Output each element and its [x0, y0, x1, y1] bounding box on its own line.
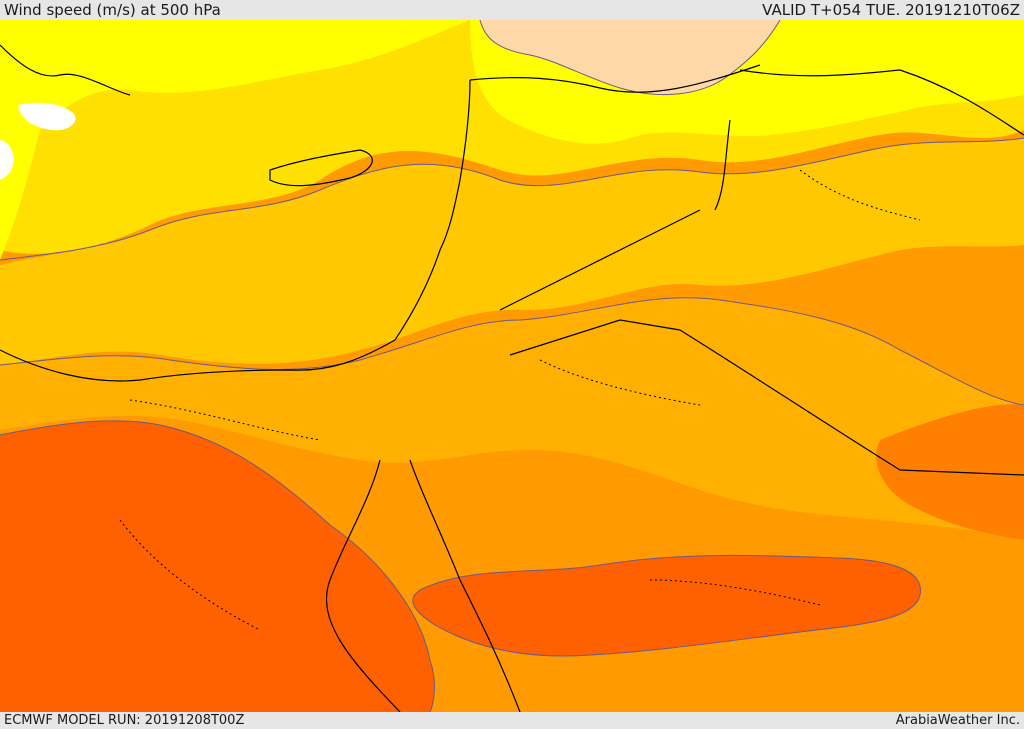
- wind-band-highest-right: [412, 555, 921, 656]
- levant-coast: [394, 79, 471, 341]
- header-bar: Wind speed (m/s) at 500 hPa VALID T+054 …: [0, 0, 1024, 20]
- province-borders: [119, 169, 921, 631]
- coastlines-borders: [0, 44, 1024, 712]
- saudi-iraq-border: [509, 319, 1024, 476]
- contour-2: [0, 297, 1024, 406]
- red-sea-west-coast: [325, 459, 401, 712]
- dotted-border-1: [129, 399, 321, 441]
- wind-band-mid-c: [0, 297, 1024, 540]
- dotted-border-4: [799, 169, 921, 221]
- contour-lines: [0, 20, 1024, 712]
- contour-5: [479, 20, 781, 96]
- white-patch-2: [18, 102, 76, 131]
- wind-band-mid-b: [0, 138, 1024, 365]
- red-sea-east-coast: [409, 459, 521, 712]
- map-canvas: [0, 20, 1024, 712]
- turkey-south-border: [469, 64, 761, 93]
- white-patch-1: [0, 140, 14, 180]
- saudi-jordan-border: [499, 209, 701, 311]
- wind-band-low-b-left: [0, 20, 470, 260]
- turkey-iran-border: [739, 69, 1024, 136]
- wind-band-low-a: [480, 20, 780, 95]
- valid-time: VALID T+054 TUE. 20191210T06Z: [762, 1, 1020, 19]
- contour-3: [0, 420, 435, 712]
- map-title: Wind speed (m/s) at 500 hPa: [4, 1, 221, 19]
- cyprus-island: [269, 149, 373, 187]
- dotted-border-3: [649, 579, 821, 606]
- dotted-border-2: [539, 359, 701, 406]
- credit: ArabiaWeather Inc.: [895, 713, 1020, 728]
- syria-iraq-border: [714, 119, 731, 211]
- north-africa-coast: [0, 339, 396, 382]
- model-run: ECMWF MODEL RUN: 20191208T00Z: [4, 713, 245, 728]
- footer-bar: ECMWF MODEL RUN: 20191208T00Z ArabiaWeat…: [0, 712, 1024, 729]
- wind-speed-map[interactable]: [0, 20, 1024, 712]
- greece-coast: [0, 44, 131, 96]
- contour-4: [412, 554, 921, 657]
- contour-1: [0, 137, 1024, 261]
- dotted-border-5: [119, 519, 261, 631]
- wind-band-highest-left: [0, 420, 435, 712]
